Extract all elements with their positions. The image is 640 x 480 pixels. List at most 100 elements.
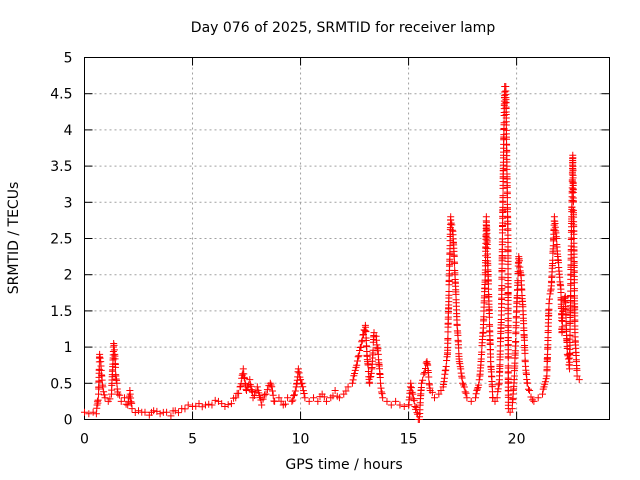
- data-point: [114, 390, 122, 398]
- data-point: [295, 369, 303, 377]
- data-point: [344, 383, 352, 391]
- data-point: [503, 194, 511, 202]
- data-point: [163, 408, 171, 416]
- data-point: [495, 381, 503, 389]
- data-point: [545, 300, 553, 308]
- data-point: [195, 400, 203, 408]
- data-point: [288, 397, 296, 405]
- data-point: [320, 393, 328, 401]
- data-point: [261, 391, 269, 399]
- data-point: [408, 388, 416, 396]
- data-point: [528, 396, 536, 404]
- data-point: [387, 401, 395, 409]
- data-point: [353, 357, 361, 365]
- data-point: [291, 391, 298, 399]
- data-point: [301, 394, 309, 402]
- data-point: [564, 355, 572, 363]
- data-point: [263, 386, 271, 394]
- data-point: [369, 346, 377, 354]
- data-point: [448, 226, 456, 234]
- data-point: [493, 394, 501, 402]
- data-point: [534, 394, 542, 402]
- data-point: [224, 401, 232, 409]
- data-point: [461, 388, 469, 396]
- data-point: [467, 397, 475, 405]
- data-point: [412, 403, 420, 411]
- data-point: [447, 219, 455, 227]
- data-point: [268, 387, 276, 395]
- data-point: [310, 394, 318, 402]
- data-point: [573, 372, 581, 380]
- data-point: [425, 373, 433, 381]
- data-point: [396, 401, 404, 409]
- data-point: [472, 394, 480, 402]
- data-point: [247, 382, 255, 390]
- data-point: [271, 397, 279, 405]
- data-point: [475, 381, 483, 389]
- data-point: [81, 408, 88, 416]
- data-point: [508, 405, 516, 413]
- data-point: [106, 395, 114, 403]
- data-point: [431, 394, 438, 402]
- data-point: [211, 396, 219, 404]
- data-point: [378, 390, 386, 398]
- data-point: [418, 379, 426, 387]
- chart-title: Day 076 of 2025, SRMTID for receiver lam…: [191, 20, 496, 36]
- data-point: [494, 385, 502, 393]
- data-point: [463, 394, 471, 402]
- data-point: [407, 379, 415, 387]
- data-point: [462, 389, 470, 397]
- data-point: [298, 379, 306, 387]
- data-point: [383, 397, 391, 405]
- data-point: [411, 403, 419, 411]
- data-point: [262, 390, 270, 398]
- data-point: [101, 394, 109, 402]
- y-tick-label: 0: [64, 413, 73, 429]
- data-point: [512, 338, 520, 346]
- data-point: [392, 397, 400, 405]
- data-point: [409, 390, 417, 398]
- data-point: [135, 407, 143, 415]
- data-point: [128, 405, 136, 413]
- x-tick-label: 5: [188, 432, 197, 448]
- data-point: [116, 391, 124, 399]
- data-point: [459, 379, 467, 387]
- data-point: [259, 395, 267, 403]
- data-point: [541, 378, 549, 386]
- data-point: [99, 383, 107, 391]
- data-point: [117, 397, 125, 405]
- data-point: [448, 221, 456, 229]
- data-point: [419, 376, 427, 384]
- data-point: [475, 376, 483, 384]
- data-point: [378, 388, 386, 396]
- data-point: [167, 412, 175, 420]
- data-point: [248, 387, 256, 395]
- data-point: [112, 363, 120, 371]
- data-point: [491, 397, 499, 405]
- data-point: [96, 354, 104, 362]
- data-point: [235, 389, 243, 397]
- y-tick-label: 4: [64, 123, 73, 139]
- data-point: [269, 391, 277, 399]
- data-point: [526, 387, 534, 395]
- data-point: [377, 384, 385, 392]
- data-point: [410, 397, 418, 405]
- data-point: [499, 192, 507, 200]
- data-point: [277, 397, 285, 405]
- data-point: [258, 401, 266, 409]
- data-point: [253, 383, 261, 391]
- data-point: [284, 394, 292, 402]
- data-point: [359, 331, 367, 339]
- axis-ticks: 0 0.5 1 1.5 2 2.5 3 3.5 4 4.5 5 0 5 10 15 20: [50, 51, 610, 448]
- y-tick-label: 0.5: [50, 376, 72, 392]
- data-point: [362, 328, 370, 336]
- data-point: [299, 383, 307, 391]
- y-tick-label: 3: [64, 195, 73, 211]
- data-point: [524, 385, 532, 393]
- y-tick-label: 2.5: [50, 232, 72, 248]
- data-point: [221, 402, 229, 410]
- data-point: [428, 388, 436, 396]
- data-point: [294, 365, 302, 373]
- data-point: [472, 390, 480, 398]
